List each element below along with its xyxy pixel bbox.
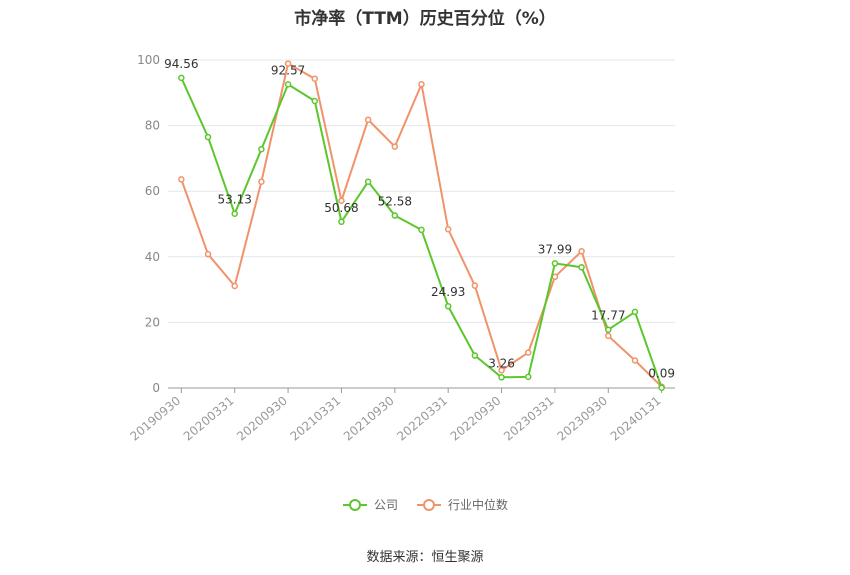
data-point-company	[471, 352, 479, 359]
data-label: 17.77	[591, 309, 625, 323]
legend-item-company[interactable]: 公司	[342, 496, 398, 513]
data-point-industry	[178, 176, 185, 183]
data-label: 53.13	[218, 193, 252, 207]
line-chart: 0204060801002019093020200331202009302021…	[127, 53, 675, 444]
x-tick-label: 20210331	[288, 394, 344, 444]
legend-item-industry[interactable]: 行业中位数	[416, 496, 508, 513]
data-point-industry	[418, 81, 425, 88]
data-point-company	[524, 373, 532, 381]
legend-marker-company	[342, 498, 367, 511]
data-point-industry	[578, 247, 585, 255]
data-point-company	[498, 374, 505, 381]
data-point-industry	[605, 332, 612, 340]
y-tick-label: 0	[152, 381, 160, 395]
data-point-company	[418, 226, 425, 234]
data-point-industry	[364, 116, 372, 123]
data-label: 52.58	[378, 195, 412, 209]
data-label: 24.93	[431, 285, 465, 299]
data-point-industry	[471, 282, 479, 289]
data-point-industry	[284, 60, 292, 67]
data-point-company	[391, 212, 399, 219]
data-point-company	[178, 74, 185, 82]
source-note: 数据来源：恒生聚源	[366, 550, 484, 565]
data-label: 3.26	[488, 356, 515, 370]
data-point-company	[631, 308, 639, 316]
data-point-industry	[631, 357, 639, 364]
y-tick-label: 20	[145, 315, 160, 329]
legend-marker-industry	[417, 498, 441, 511]
legend-label-company: 公司	[373, 498, 398, 512]
data-point-industry	[498, 367, 505, 374]
y-tick-label: 100	[137, 53, 160, 67]
chart-title: 市净率（TTM）历史百分位（%）	[294, 9, 556, 29]
x-tick-label: 20230331	[501, 394, 557, 444]
data-point-company	[231, 210, 238, 217]
y-tick-label: 60	[145, 184, 160, 198]
data-point-company	[204, 133, 212, 141]
x-tick-label: 20220930	[448, 394, 504, 444]
data-point-industry	[391, 143, 399, 150]
data-point-industry	[444, 225, 452, 233]
data-point-company	[338, 218, 345, 226]
data-label: 50.68	[324, 201, 358, 215]
data-label: 92.57	[271, 63, 305, 77]
data-point-company	[364, 178, 372, 185]
data-point-company	[258, 145, 265, 153]
data-point-company	[444, 302, 452, 310]
data-label: 0.09	[648, 367, 675, 381]
data-point-industry	[338, 197, 345, 204]
data-point-industry	[231, 282, 238, 290]
data-point-company	[578, 264, 585, 271]
data-label: 37.99	[538, 242, 572, 256]
data-point-company	[284, 81, 292, 88]
legend[interactable]: 公司 行业中位数	[0, 496, 850, 513]
data-point-company	[311, 97, 319, 105]
data-point-industry	[258, 178, 265, 185]
x-tick-label: 20240131	[608, 394, 664, 444]
data-point-company	[551, 260, 559, 267]
data-point-company	[658, 384, 665, 391]
data-point-company	[605, 326, 612, 333]
x-tick-label: 20220331	[394, 394, 450, 444]
x-tick-label: 20210930	[341, 394, 397, 444]
x-tick-label: 20200331	[181, 394, 237, 444]
data-point-industry	[204, 250, 212, 258]
data-point-industry	[524, 349, 532, 356]
data-label: 94.56	[164, 57, 198, 71]
y-tick-label: 40	[145, 250, 160, 264]
x-tick-label: 20230930	[554, 394, 610, 444]
x-tick-label: 20190930	[127, 394, 183, 444]
legend-label-industry: 行业中位数	[448, 498, 509, 512]
data-point-industry	[311, 75, 319, 82]
x-tick-label: 20200930	[234, 394, 290, 444]
series-line-industry	[180, 62, 663, 388]
y-tick-label: 80	[145, 119, 160, 133]
